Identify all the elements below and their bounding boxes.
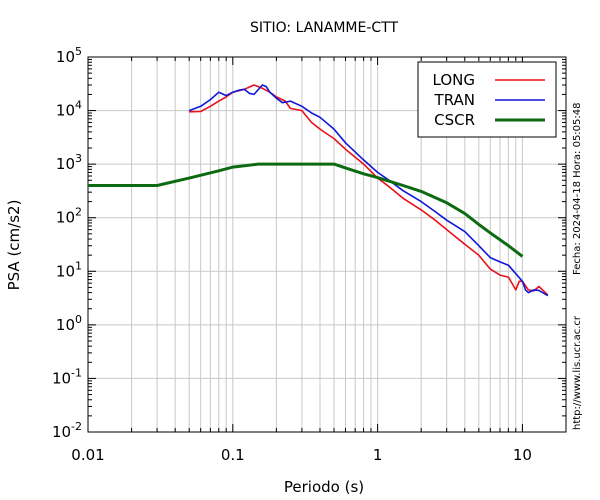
legend: LONG TRAN CSCR	[417, 61, 557, 138]
y-tick-label: 101	[56, 259, 82, 280]
series-line-long	[189, 84, 549, 296]
y-tick-label: 105	[56, 45, 82, 66]
y-tick-label: 103	[56, 152, 82, 173]
y-tick-label: 104	[56, 99, 82, 120]
legend-label-cscr: CSCR	[434, 111, 475, 129]
chart-title: SITIO: LANAMME-CTT	[250, 20, 399, 36]
axis-ticks: 0.01 0.1 1 10 10-2 10-1 100 101 102 103 104 105	[52, 45, 566, 464]
plot-frame	[87, 56, 567, 433]
y-tick-label: 10-2	[52, 420, 82, 441]
x-tick-label: 0.1	[221, 446, 245, 464]
x-axis-label: Periodo (s)	[284, 478, 364, 496]
y-axis-label: PSA (cm/s2)	[5, 200, 23, 291]
legend-label-tran: TRAN	[434, 91, 475, 109]
y-tick-label: 100	[56, 313, 82, 334]
source-url-text: http://www.lis.ucr.ac.cr	[572, 315, 583, 430]
series-lines	[88, 84, 549, 297]
x-tick-label: 10	[513, 446, 532, 464]
legend-label-long: LONG	[433, 71, 475, 89]
timestamp-text: Fecha: 2024-04-18 Hora: 05:05:48	[572, 103, 583, 276]
series-line-tran	[188, 84, 549, 297]
y-tick-label: 10-1	[52, 366, 82, 387]
series-line-cscr	[88, 162, 524, 258]
x-tick-label: 0.01	[71, 446, 104, 464]
y-tick-label: 102	[56, 206, 82, 227]
x-tick-label: 1	[373, 446, 383, 464]
